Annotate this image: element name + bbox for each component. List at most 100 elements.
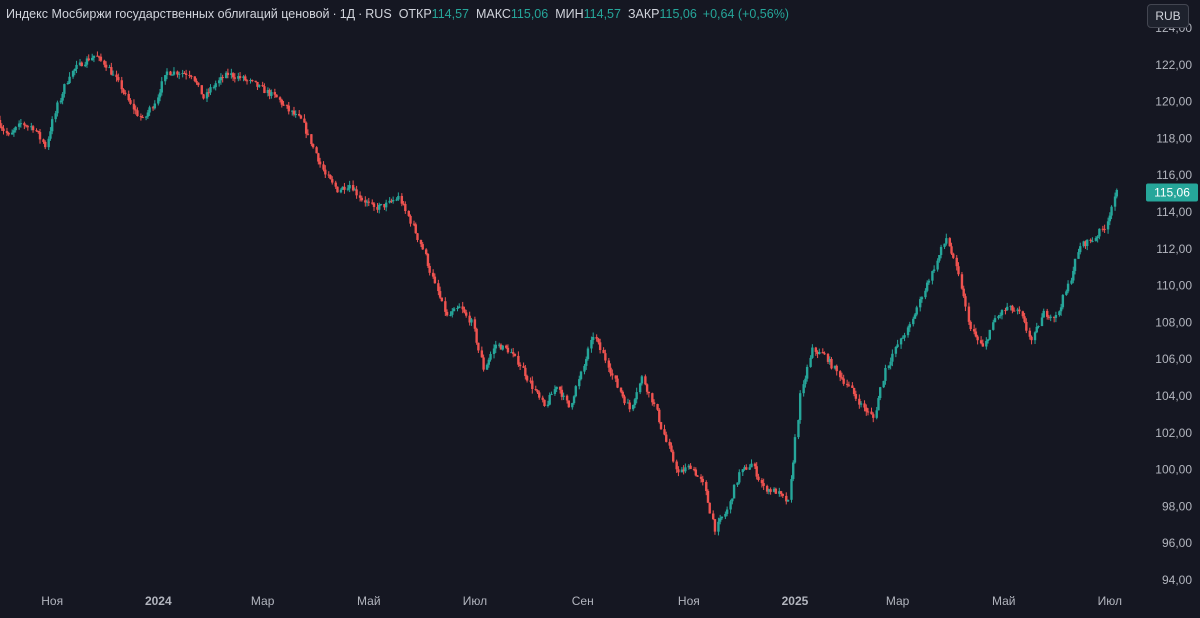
- candle-body: [939, 246, 943, 256]
- candle-body: [120, 80, 123, 90]
- candle-body: [842, 378, 845, 384]
- candle-body: [741, 469, 744, 473]
- candle: [30, 122, 33, 131]
- candle: [1072, 266, 1075, 284]
- candle: [92, 55, 96, 63]
- candle: [464, 309, 468, 318]
- candle-body: [879, 387, 882, 399]
- y-tick-label: 94,00: [1162, 573, 1192, 587]
- candle: [976, 334, 979, 345]
- candle-body: [1058, 311, 1061, 315]
- candle: [732, 483, 736, 499]
- candle-body: [195, 80, 198, 83]
- candle: [0, 115, 2, 128]
- candle-body: [122, 89, 125, 93]
- interval-label[interactable]: 1Д: [339, 7, 356, 21]
- candle-body: [249, 80, 252, 82]
- candle: [324, 165, 327, 179]
- last-price-badge-text: 115,06: [1154, 185, 1190, 199]
- candle-body: [84, 64, 87, 67]
- time-axis[interactable]: Ноя 2024 Мар Май Июл Сен Ноя 2025 Мар Май Июл: [41, 594, 1122, 608]
- candle-body: [999, 315, 1002, 317]
- candle-body: [268, 90, 271, 96]
- candle-body: [414, 224, 417, 234]
- price-axis[interactable]: 94,00 96,00 98,00 100,00 102,00 104,00 106,00 1…: [1155, 21, 1192, 587]
- candle: [658, 408, 661, 424]
- candle-body: [745, 467, 748, 470]
- candle-body: [298, 113, 301, 116]
- candle-body: [1106, 221, 1110, 230]
- candle: [896, 339, 899, 349]
- y-tick-label: 112,00: [1156, 242, 1192, 256]
- candle-body: [426, 253, 430, 266]
- candle: [169, 70, 172, 76]
- candle: [311, 143, 315, 149]
- candle-body: [927, 280, 931, 283]
- candle-body: [372, 203, 376, 207]
- candle-body: [322, 164, 325, 170]
- candle: [774, 487, 778, 495]
- currency-button[interactable]: RUB: [1147, 4, 1189, 28]
- candle: [731, 498, 734, 505]
- candle: [635, 387, 638, 404]
- candle: [889, 357, 892, 370]
- candle: [379, 203, 383, 206]
- candle-body: [854, 394, 858, 399]
- candle: [1025, 318, 1028, 334]
- candle: [882, 380, 885, 389]
- candle-body: [1016, 309, 1019, 311]
- candle-body: [278, 97, 282, 100]
- candle-body: [214, 83, 217, 88]
- candle-body: [798, 393, 802, 421]
- candle: [1082, 240, 1085, 248]
- candle-body: [378, 204, 381, 210]
- candle-body: [151, 107, 155, 109]
- candle: [553, 385, 557, 396]
- candle-body: [656, 404, 659, 410]
- candle-body: [967, 306, 971, 322]
- candle: [663, 424, 666, 436]
- candle-body: [1042, 310, 1045, 318]
- candle-body: [310, 134, 313, 145]
- candle-body: [805, 366, 809, 379]
- candle-body: [713, 519, 717, 532]
- candle-body: [42, 139, 45, 142]
- candle-body: [586, 348, 590, 360]
- candle-body: [969, 321, 972, 330]
- candle: [139, 113, 143, 121]
- candle: [974, 327, 978, 338]
- candle: [609, 363, 612, 377]
- candle-body: [66, 82, 70, 85]
- candle-body: [92, 55, 96, 58]
- candle: [470, 317, 473, 326]
- candle: [619, 387, 623, 394]
- candle: [148, 105, 151, 116]
- candle-body: [550, 393, 553, 396]
- symbol-title[interactable]: Индекс Мосбиржи государственных облигаци…: [6, 7, 330, 21]
- candle: [214, 80, 217, 91]
- candle-body: [1115, 189, 1118, 197]
- candle-body: [343, 186, 346, 190]
- candle-body: [303, 118, 306, 123]
- candle-body: [769, 489, 772, 492]
- candle: [585, 356, 588, 370]
- candle: [1066, 280, 1070, 294]
- candle: [158, 89, 162, 102]
- candle-body: [85, 58, 89, 65]
- candle-body: [50, 119, 54, 132]
- candle: [68, 72, 71, 84]
- candle: [19, 118, 23, 128]
- candle-body: [823, 353, 826, 355]
- candle: [5, 127, 9, 136]
- candle: [645, 383, 649, 395]
- candle-body: [689, 465, 692, 470]
- candle-body: [1098, 228, 1101, 237]
- candle: [257, 84, 261, 88]
- candle: [694, 467, 698, 477]
- candle-body: [97, 56, 101, 58]
- y-tick-label: 116,00: [1156, 168, 1192, 182]
- candle-body: [976, 336, 979, 341]
- candle: [743, 465, 746, 471]
